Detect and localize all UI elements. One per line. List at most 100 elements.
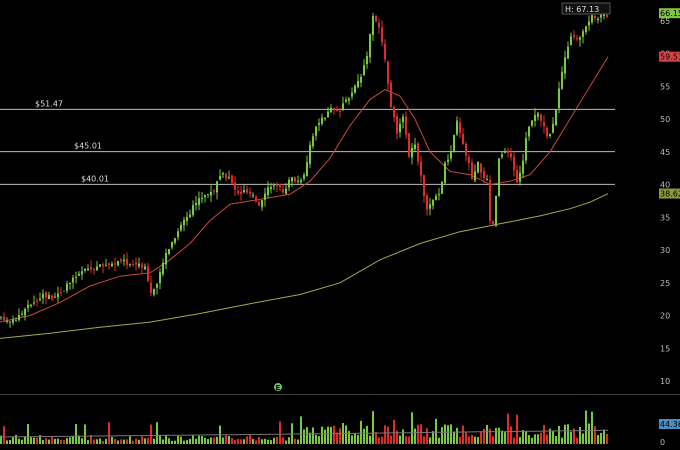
candle-body bbox=[114, 263, 116, 265]
volume-bar bbox=[174, 440, 176, 444]
volume-bar bbox=[513, 437, 515, 444]
volume-bar bbox=[531, 437, 533, 444]
candle-body bbox=[468, 157, 470, 164]
candle-body bbox=[387, 61, 389, 84]
price-level-label: $45.01 bbox=[74, 142, 102, 151]
candle-body bbox=[372, 16, 374, 35]
candle-body bbox=[51, 295, 53, 300]
volume-bar bbox=[447, 425, 449, 444]
volume-bar bbox=[33, 437, 35, 444]
candle-body bbox=[6, 320, 8, 322]
volume-bars bbox=[0, 410, 609, 444]
candle-body bbox=[279, 184, 281, 188]
volume-bar bbox=[75, 424, 77, 444]
candle-body bbox=[381, 27, 383, 43]
candle-body bbox=[288, 179, 290, 188]
volume-bar bbox=[363, 428, 365, 444]
volume-bar bbox=[243, 439, 245, 444]
price-tick-label: 30 bbox=[660, 246, 670, 255]
volume-bar bbox=[72, 435, 74, 444]
volume-bar bbox=[81, 438, 83, 444]
candle-body bbox=[348, 98, 350, 101]
candle-body bbox=[159, 272, 161, 284]
volume-bar bbox=[576, 437, 578, 444]
candle-body bbox=[357, 80, 359, 88]
volume-bar bbox=[519, 437, 521, 444]
candle-body bbox=[438, 194, 440, 196]
volume-bar bbox=[123, 439, 125, 444]
candle-body bbox=[222, 173, 224, 175]
candle-body bbox=[606, 14, 608, 18]
volume-bar bbox=[24, 436, 26, 444]
candle-body bbox=[132, 264, 134, 266]
volume-bar bbox=[399, 435, 401, 444]
volume-bar bbox=[183, 440, 185, 444]
volume-bar bbox=[588, 423, 590, 444]
volume-bar bbox=[525, 430, 527, 444]
volume-bar bbox=[354, 433, 356, 444]
volume-bar bbox=[159, 435, 161, 444]
moving-averages bbox=[0, 56, 609, 339]
volume-bar bbox=[21, 439, 23, 444]
volume-bar bbox=[129, 436, 131, 444]
candle-body bbox=[21, 313, 23, 315]
candle-body bbox=[525, 138, 527, 161]
candle-body bbox=[186, 217, 188, 222]
volume-bar bbox=[276, 436, 278, 444]
candle-body bbox=[576, 37, 578, 40]
volume-bar bbox=[402, 429, 404, 444]
candle-body bbox=[60, 292, 62, 294]
volume-bar bbox=[102, 440, 104, 444]
candle-body bbox=[447, 159, 449, 162]
short-moving-average-line bbox=[0, 56, 609, 323]
candle-body bbox=[72, 277, 74, 283]
candle-body bbox=[570, 36, 572, 45]
volume-bar bbox=[603, 429, 605, 444]
volume-average-line bbox=[0, 429, 609, 438]
volume-bar bbox=[228, 436, 230, 444]
candle-body bbox=[156, 283, 158, 288]
volume-bar bbox=[477, 437, 479, 444]
candle-body bbox=[216, 181, 218, 193]
candle-body bbox=[0, 316, 2, 318]
earnings-event-marker[interactable]: E bbox=[274, 383, 282, 392]
candle-body bbox=[360, 76, 362, 83]
volume-bar bbox=[333, 425, 335, 444]
volume-bar bbox=[0, 435, 2, 444]
candle-body bbox=[534, 115, 536, 121]
candle-body bbox=[69, 282, 71, 285]
volume-bar bbox=[282, 437, 284, 444]
candle-body bbox=[246, 188, 248, 193]
volume-bar bbox=[459, 436, 461, 444]
volume-bar bbox=[249, 435, 251, 444]
volume-bar bbox=[114, 439, 116, 444]
candle-body bbox=[495, 195, 497, 226]
price-candles bbox=[0, 8, 608, 328]
volume-bar bbox=[390, 435, 392, 444]
candle-body bbox=[291, 177, 293, 182]
candle-body bbox=[318, 122, 320, 125]
candle-body bbox=[162, 262, 164, 275]
candle-body bbox=[339, 110, 341, 112]
volume-bar bbox=[540, 432, 542, 444]
candle-body bbox=[111, 263, 113, 266]
candle-body bbox=[75, 276, 77, 278]
candle-body bbox=[519, 172, 521, 182]
candle-body bbox=[129, 263, 131, 265]
volume-bar bbox=[549, 428, 551, 444]
candle-body bbox=[300, 180, 302, 183]
volume-bar bbox=[366, 425, 368, 444]
candle-body bbox=[399, 123, 401, 133]
volume-bar bbox=[426, 428, 428, 444]
volume-bar bbox=[237, 438, 239, 444]
volume-bar bbox=[288, 437, 290, 444]
volume-bar bbox=[39, 435, 41, 444]
candle-body bbox=[333, 107, 335, 110]
price-tick-label: 15 bbox=[660, 344, 670, 353]
volume-bar bbox=[99, 438, 101, 444]
volume-bar bbox=[294, 438, 296, 444]
candle-body bbox=[444, 162, 446, 184]
candle-body bbox=[261, 200, 263, 208]
